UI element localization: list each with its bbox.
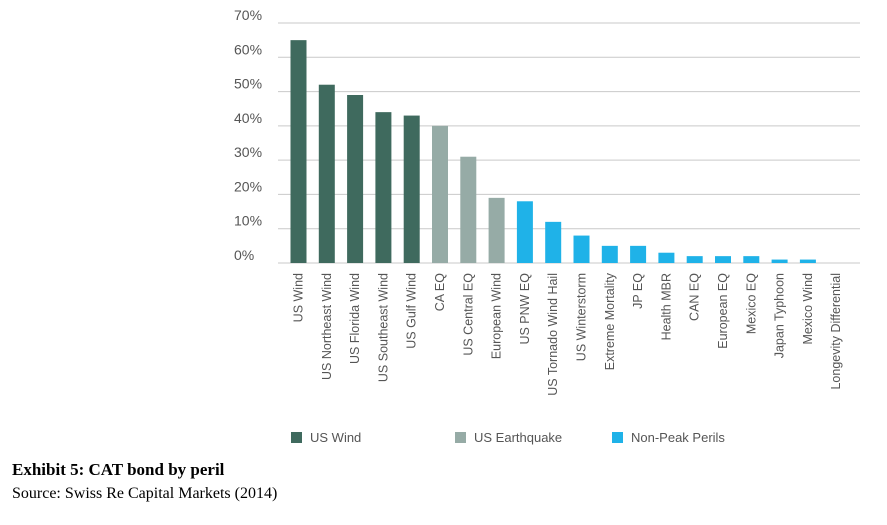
- category-label-longevity-differential: Longevity Differential: [829, 273, 843, 390]
- legend-label-non-peak-perils: Non-Peak Perils: [631, 430, 725, 445]
- category-label-us-gulf-wind: US Gulf Wind: [405, 273, 419, 349]
- category-label-health-mbr: Health MBR: [659, 273, 673, 340]
- bar-ca-eq: [432, 125, 448, 263]
- category-label-us-florida-wind: US Florida Wind: [348, 273, 362, 364]
- category-label-us-central-eq: US Central EQ: [461, 273, 475, 356]
- legend-swatch-us-earthquake: [455, 432, 466, 443]
- category-label-european-eq: European EQ: [716, 273, 730, 349]
- y-axis-tick-labels: 0% 10% 20% 30% 40% 50% 60% 70%: [234, 7, 262, 263]
- category-label-japan-typhoon: Japan Typhoon: [773, 273, 787, 358]
- category-label-can-eq: CAN EQ: [688, 273, 702, 321]
- bar-us-wind: [290, 40, 307, 264]
- bar-us-pnw-eq: [516, 201, 533, 263]
- category-label-us-winterstorm: US Winterstorm: [575, 273, 589, 361]
- bar-extreme-mortality: [601, 245, 618, 263]
- category-label-mexico-eq: Mexico EQ: [744, 273, 758, 334]
- y-tick-label-50: 50%: [234, 76, 262, 92]
- y-tick-label-0: 0%: [234, 247, 254, 263]
- bar-us-florida-wind: [347, 95, 364, 263]
- bar-can-eq: [686, 256, 703, 263]
- legend-label-us-earthquake: US Earthquake: [474, 430, 562, 445]
- y-tick-label-40: 40%: [234, 110, 262, 126]
- x-axis-category-labels: US Wind US Northeast Wind US Florida Wind U…: [292, 272, 844, 395]
- category-label-ca-eq: CA EQ: [433, 273, 447, 311]
- bar-mexico-eq: [743, 256, 760, 263]
- bar-european-eq: [715, 256, 731, 263]
- category-label-us-wind: US Wind: [292, 273, 306, 322]
- y-tick-label-10: 10%: [234, 213, 262, 229]
- category-label-extreme-mortality: Extreme Mortality: [603, 272, 617, 370]
- legend-label-us-wind: US Wind: [310, 430, 361, 445]
- legend-swatch-us-wind: [291, 432, 302, 443]
- bar-japan-typhoon: [771, 259, 788, 263]
- bar-us-winterstorm: [573, 235, 590, 263]
- y-tick-label-70: 70%: [234, 7, 262, 23]
- bar-us-southeast-wind: [375, 112, 392, 264]
- bar-us-northeast-wind: [318, 84, 335, 263]
- category-label-european-wind: European Wind: [490, 273, 504, 359]
- gridlines: [278, 22, 860, 264]
- bar-european-wind: [488, 197, 505, 263]
- category-label-us-tornado-wind-hail: US Tornado Wind Hail: [546, 273, 560, 396]
- bars: [290, 40, 816, 264]
- bar-us-gulf-wind: [403, 115, 420, 263]
- category-label-us-southeast-wind: US Southeast Wind: [376, 273, 390, 382]
- y-tick-label-30: 30%: [234, 144, 262, 160]
- legend-swatch-non-peak-perils: [612, 432, 623, 443]
- cat-bond-chart: 0% 10% 20% 30% 40% 50% 60% 70% US Wind US Northe…: [234, 7, 860, 445]
- category-label-us-northeast-wind: US Northeast Wind: [320, 273, 334, 380]
- y-tick-label-20: 20%: [234, 178, 262, 194]
- bar-us-central-eq: [460, 156, 477, 263]
- bar-mexico-wind: [799, 259, 816, 263]
- bar-health-mbr: [658, 252, 675, 263]
- category-label-us-pnw-eq: US PNW EQ: [518, 273, 532, 345]
- category-label-jp-eq: JP EQ: [631, 273, 645, 309]
- category-label-mexico-wind: Mexico Wind: [801, 273, 815, 345]
- caption-source: Source: Swiss Re Capital Markets (2014): [12, 485, 278, 502]
- y-tick-label-60: 60%: [234, 41, 262, 57]
- caption-title: Exhibit 5: CAT bond by peril: [12, 460, 225, 479]
- legend: US Wind US Earthquake Non-Peak Perils: [291, 430, 725, 445]
- bar-us-tornado-wind-hail: [545, 221, 562, 263]
- bar-jp-eq: [630, 245, 647, 263]
